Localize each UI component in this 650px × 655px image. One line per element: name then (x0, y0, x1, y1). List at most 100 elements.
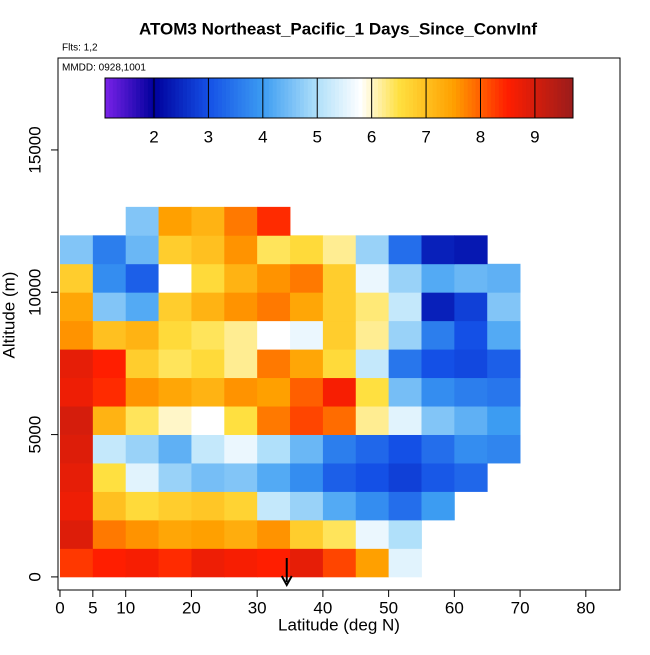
heat-cell (322, 235, 357, 265)
heat-cell (355, 491, 390, 521)
colorbar-swatch (163, 78, 168, 118)
heat-cell (388, 548, 422, 578)
colorbar-swatch (167, 78, 172, 118)
colorbar-swatch (440, 78, 445, 118)
colorbar-swatch (417, 78, 422, 118)
colorbar-swatch (335, 78, 340, 118)
colorbar-swatch (565, 78, 570, 118)
colorbar: 2 3 4 5 6 7 8 9 (104, 77, 574, 146)
heat-cell (355, 349, 390, 379)
colorbar-swatch (428, 78, 434, 118)
heatmap (59, 206, 521, 578)
x-tick-label: 20 (182, 598, 201, 617)
heat-cell (59, 349, 94, 379)
heat-cell (487, 263, 521, 293)
colorbar-swatch (132, 78, 137, 118)
heat-cell (454, 463, 488, 492)
heat-cell (158, 377, 192, 407)
heat-cell (388, 406, 422, 435)
colorbar-swatch (292, 78, 297, 118)
colorbar-swatch (140, 78, 145, 118)
colorbar-swatch (405, 78, 410, 118)
heat-cell (257, 491, 291, 521)
heat-cell (125, 235, 159, 265)
colorbar-swatch (463, 78, 469, 118)
colorbar-swatch (448, 78, 453, 118)
colorbar-swatch (530, 78, 535, 118)
heat-cell (290, 548, 324, 578)
heat-cell (257, 263, 291, 293)
heat-cell (388, 292, 422, 322)
colorbar-swatch (229, 78, 235, 118)
heat-cell (92, 292, 127, 322)
heat-cell (290, 491, 324, 521)
colorbar-swatch (350, 78, 356, 118)
colorbar-swatch (487, 78, 492, 118)
heat-cell (224, 548, 258, 578)
colorbar-swatch (198, 78, 203, 118)
colorbar-swatch (374, 78, 379, 118)
colorbar-swatch (362, 78, 367, 118)
heat-cell (322, 491, 357, 521)
heat-cell (421, 263, 455, 293)
heat-cell (257, 519, 291, 549)
x-tick-label: 0 (55, 598, 64, 617)
heat-cell (191, 263, 225, 293)
colorbar-swatch (300, 78, 305, 118)
colorbar-swatch (385, 78, 391, 118)
heat-cell (92, 320, 127, 350)
colorbar-swatch (401, 78, 406, 118)
colorbar-swatch (307, 78, 313, 118)
heat-cell (388, 235, 422, 265)
heat-cell (59, 235, 94, 265)
heat-cell (224, 292, 258, 322)
colorbar-swatch (128, 78, 133, 118)
heat-cell (191, 206, 225, 236)
heat-cell (92, 434, 127, 464)
heat-cell (257, 434, 291, 464)
heat-cell (158, 320, 192, 350)
heat-cell (257, 292, 291, 322)
annotation: MMDD: 0928,1001 (62, 63, 146, 74)
heat-cell (257, 377, 291, 407)
heat-cell (355, 406, 390, 435)
colorbar-swatch (194, 78, 200, 118)
heat-cell (454, 434, 488, 464)
heat-cell (92, 349, 127, 379)
heat-cell (191, 349, 225, 379)
heat-cell (92, 491, 127, 521)
heat-cell (322, 463, 357, 492)
heat-cell (355, 519, 390, 549)
colorbar-swatch (288, 78, 293, 118)
heat-cell (191, 320, 225, 350)
heat-cell (158, 548, 192, 578)
colorbar-swatch (381, 78, 387, 118)
chart-title: ATOM3 Northeast_Pacific_1 Days_Since_Con… (139, 19, 537, 38)
heat-cell (257, 206, 291, 236)
heat-cell (125, 206, 159, 236)
heat-cell (355, 434, 390, 464)
heat-cell (92, 263, 127, 293)
colorbar-swatch (483, 78, 488, 118)
heat-cell (59, 463, 94, 492)
heat-cell (59, 292, 94, 322)
heat-cell (322, 263, 357, 293)
colorbar-swatch (303, 78, 309, 118)
colorbar-swatch (268, 78, 274, 118)
heat-cell (224, 349, 258, 379)
colorbar-swatch (514, 78, 519, 118)
heat-cell (487, 320, 521, 350)
heat-cell (355, 548, 390, 578)
colorbar-swatch (190, 78, 196, 118)
colorbar-swatch (315, 78, 320, 118)
heat-cell (125, 349, 159, 379)
heat-cell (290, 349, 324, 379)
heat-cell (59, 406, 94, 435)
colorbar-swatch (245, 78, 250, 118)
colorbar-swatch (561, 78, 566, 118)
colorbar-swatch (225, 78, 231, 118)
colorbar-swatch (186, 78, 192, 118)
heat-cell (158, 235, 192, 265)
colorbar-swatch (175, 78, 180, 118)
